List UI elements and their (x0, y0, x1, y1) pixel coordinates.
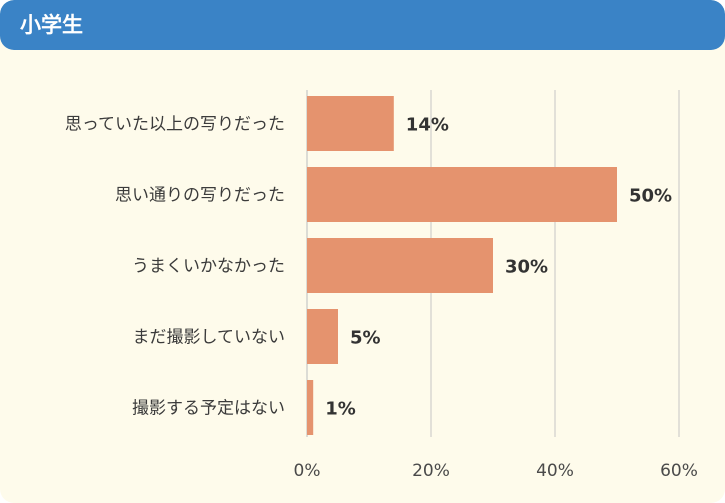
x-tick-label: 0% (294, 461, 321, 481)
x-tick-label: 60% (660, 461, 698, 481)
category-label: 撮影する予定はない (132, 399, 285, 419)
bar (307, 96, 394, 151)
x-tick-labels: 0% 20% 40% 60% (294, 461, 698, 481)
bar (307, 167, 617, 222)
bar (307, 309, 338, 364)
chart-title: 小学生 (20, 13, 83, 37)
value-label: 30% (505, 257, 548, 278)
bar (307, 238, 493, 293)
category-label: うまくいかなかった (132, 257, 285, 277)
value-label: 14% (406, 115, 449, 136)
bar (307, 380, 314, 435)
category-label: 思っていた以上の写りだった (65, 115, 285, 135)
x-tick-label: 40% (536, 461, 574, 481)
x-tick-label: 20% (412, 461, 450, 481)
category-label: 思い通りの写りだった (115, 186, 285, 206)
value-label: 50% (629, 186, 672, 207)
header-bar: 小学生 (0, 0, 725, 50)
value-label: 1% (325, 399, 356, 420)
bars (307, 96, 617, 435)
category-label: まだ撮影していない (133, 328, 286, 348)
category-labels: 思っていた以上の写りだった思い通りの写りだったうまくいかなかったまだ撮影していな… (65, 115, 285, 419)
value-label: 5% (350, 328, 381, 349)
value-labels: 14% 50% 30% 5% 1% (325, 115, 672, 420)
